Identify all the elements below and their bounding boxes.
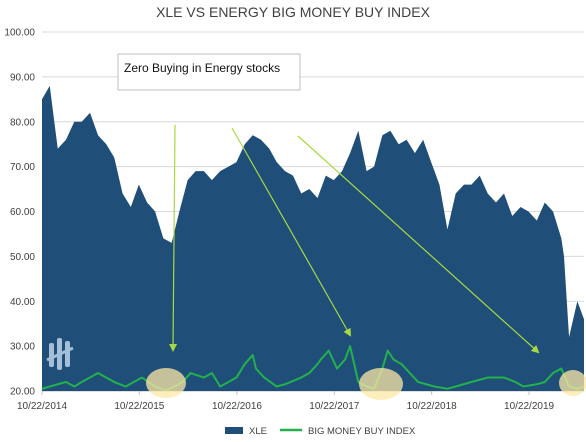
x-tick-label: 10/22/2016 [212, 401, 262, 412]
highlight-circle-2015 [146, 368, 186, 398]
x-axis-ticks: 10/22/2014 10/22/2015 10/22/2016 10/22/2017… [17, 391, 555, 412]
annotation-arrow [231, 127, 351, 337]
chart-title: XLE VS ENERGY BIG MONEY BUY INDEX [156, 4, 431, 20]
watermark-logo-icon [46, 338, 74, 370]
annotation-highlights [146, 368, 586, 400]
y-tick-label: 20.00 [10, 387, 35, 398]
annotation-arrows [169, 124, 540, 354]
x-tick-label: 10/22/2018 [407, 401, 457, 412]
x-tick-label: 10/22/2015 [114, 401, 164, 412]
y-tick-label: 50.00 [10, 252, 35, 263]
x-tick-label: 10/22/2019 [504, 401, 554, 412]
annotation-text: Zero Buying in Energy stocks [124, 61, 280, 75]
x-tick-label: 10/22/2017 [309, 401, 359, 412]
legend-bmbi-label: BIG MONEY BUY INDEX [308, 426, 416, 437]
xle-area-layer [42, 85, 584, 391]
y-tick-label: 90.00 [10, 72, 35, 83]
legend: XLE BIG MONEY BUY INDEX [225, 426, 416, 437]
y-tick-label: 60.00 [10, 207, 35, 218]
y-tick-label: 30.00 [10, 342, 35, 353]
annotation-arrow [169, 124, 178, 352]
y-tick-label: 70.00 [10, 162, 35, 173]
y-tick-label: 40.00 [10, 297, 35, 308]
annotation-arrow [297, 135, 540, 354]
y-tick-label: 100.00 [4, 28, 35, 39]
highlight-circle-2020 [559, 370, 586, 396]
x-tick-label: 10/22/2014 [17, 401, 67, 412]
y-axis-ticks: 20.00 30.00 40.00 50.00 60.00 70.00 80.00 90.00… [4, 28, 35, 398]
highlight-circle-2017 [359, 368, 403, 400]
legend-xle-swatch [225, 427, 243, 434]
xle-area [42, 85, 584, 391]
annotation-box: Zero Buying in Energy stocks [117, 53, 301, 91]
y-tick-label: 80.00 [10, 117, 35, 128]
legend-xle-label: XLE [249, 426, 267, 437]
